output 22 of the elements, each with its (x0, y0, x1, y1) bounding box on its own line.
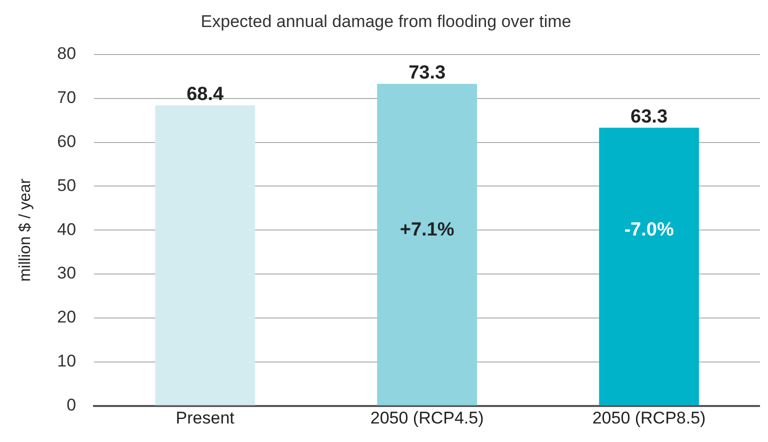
y-tick-label: 10 (57, 352, 76, 371)
y-tick-label: 30 (57, 264, 76, 283)
data-label: 63.3 (630, 106, 668, 128)
y-tick-label: 80 (57, 44, 76, 64)
annotation: -7.0% (624, 219, 674, 240)
bar (155, 105, 256, 406)
y-tick-label: 60 (57, 132, 76, 151)
chart-title: Expected annual damage from flooding over time (200, 12, 572, 31)
y-tick-label: 50 (57, 176, 76, 195)
y-tick-label: 70 (57, 88, 76, 108)
x-tick-label: 2050 (RCP4.5) (370, 408, 484, 428)
y-tick-label: 0 (66, 395, 76, 414)
y-tick-label: 20 (57, 308, 76, 327)
y-axis-title: million $ / year (17, 178, 34, 282)
x-tick-label: Present (176, 408, 235, 428)
y-tick-label: 40 (57, 220, 76, 239)
x-tick-label: 2050 (RCP8.5) (592, 408, 706, 428)
annotation: +7.1% (400, 219, 454, 240)
data-label: 68.4 (186, 84, 224, 106)
bar (377, 84, 477, 406)
data-label: 73.3 (408, 62, 446, 84)
bar (599, 128, 699, 406)
